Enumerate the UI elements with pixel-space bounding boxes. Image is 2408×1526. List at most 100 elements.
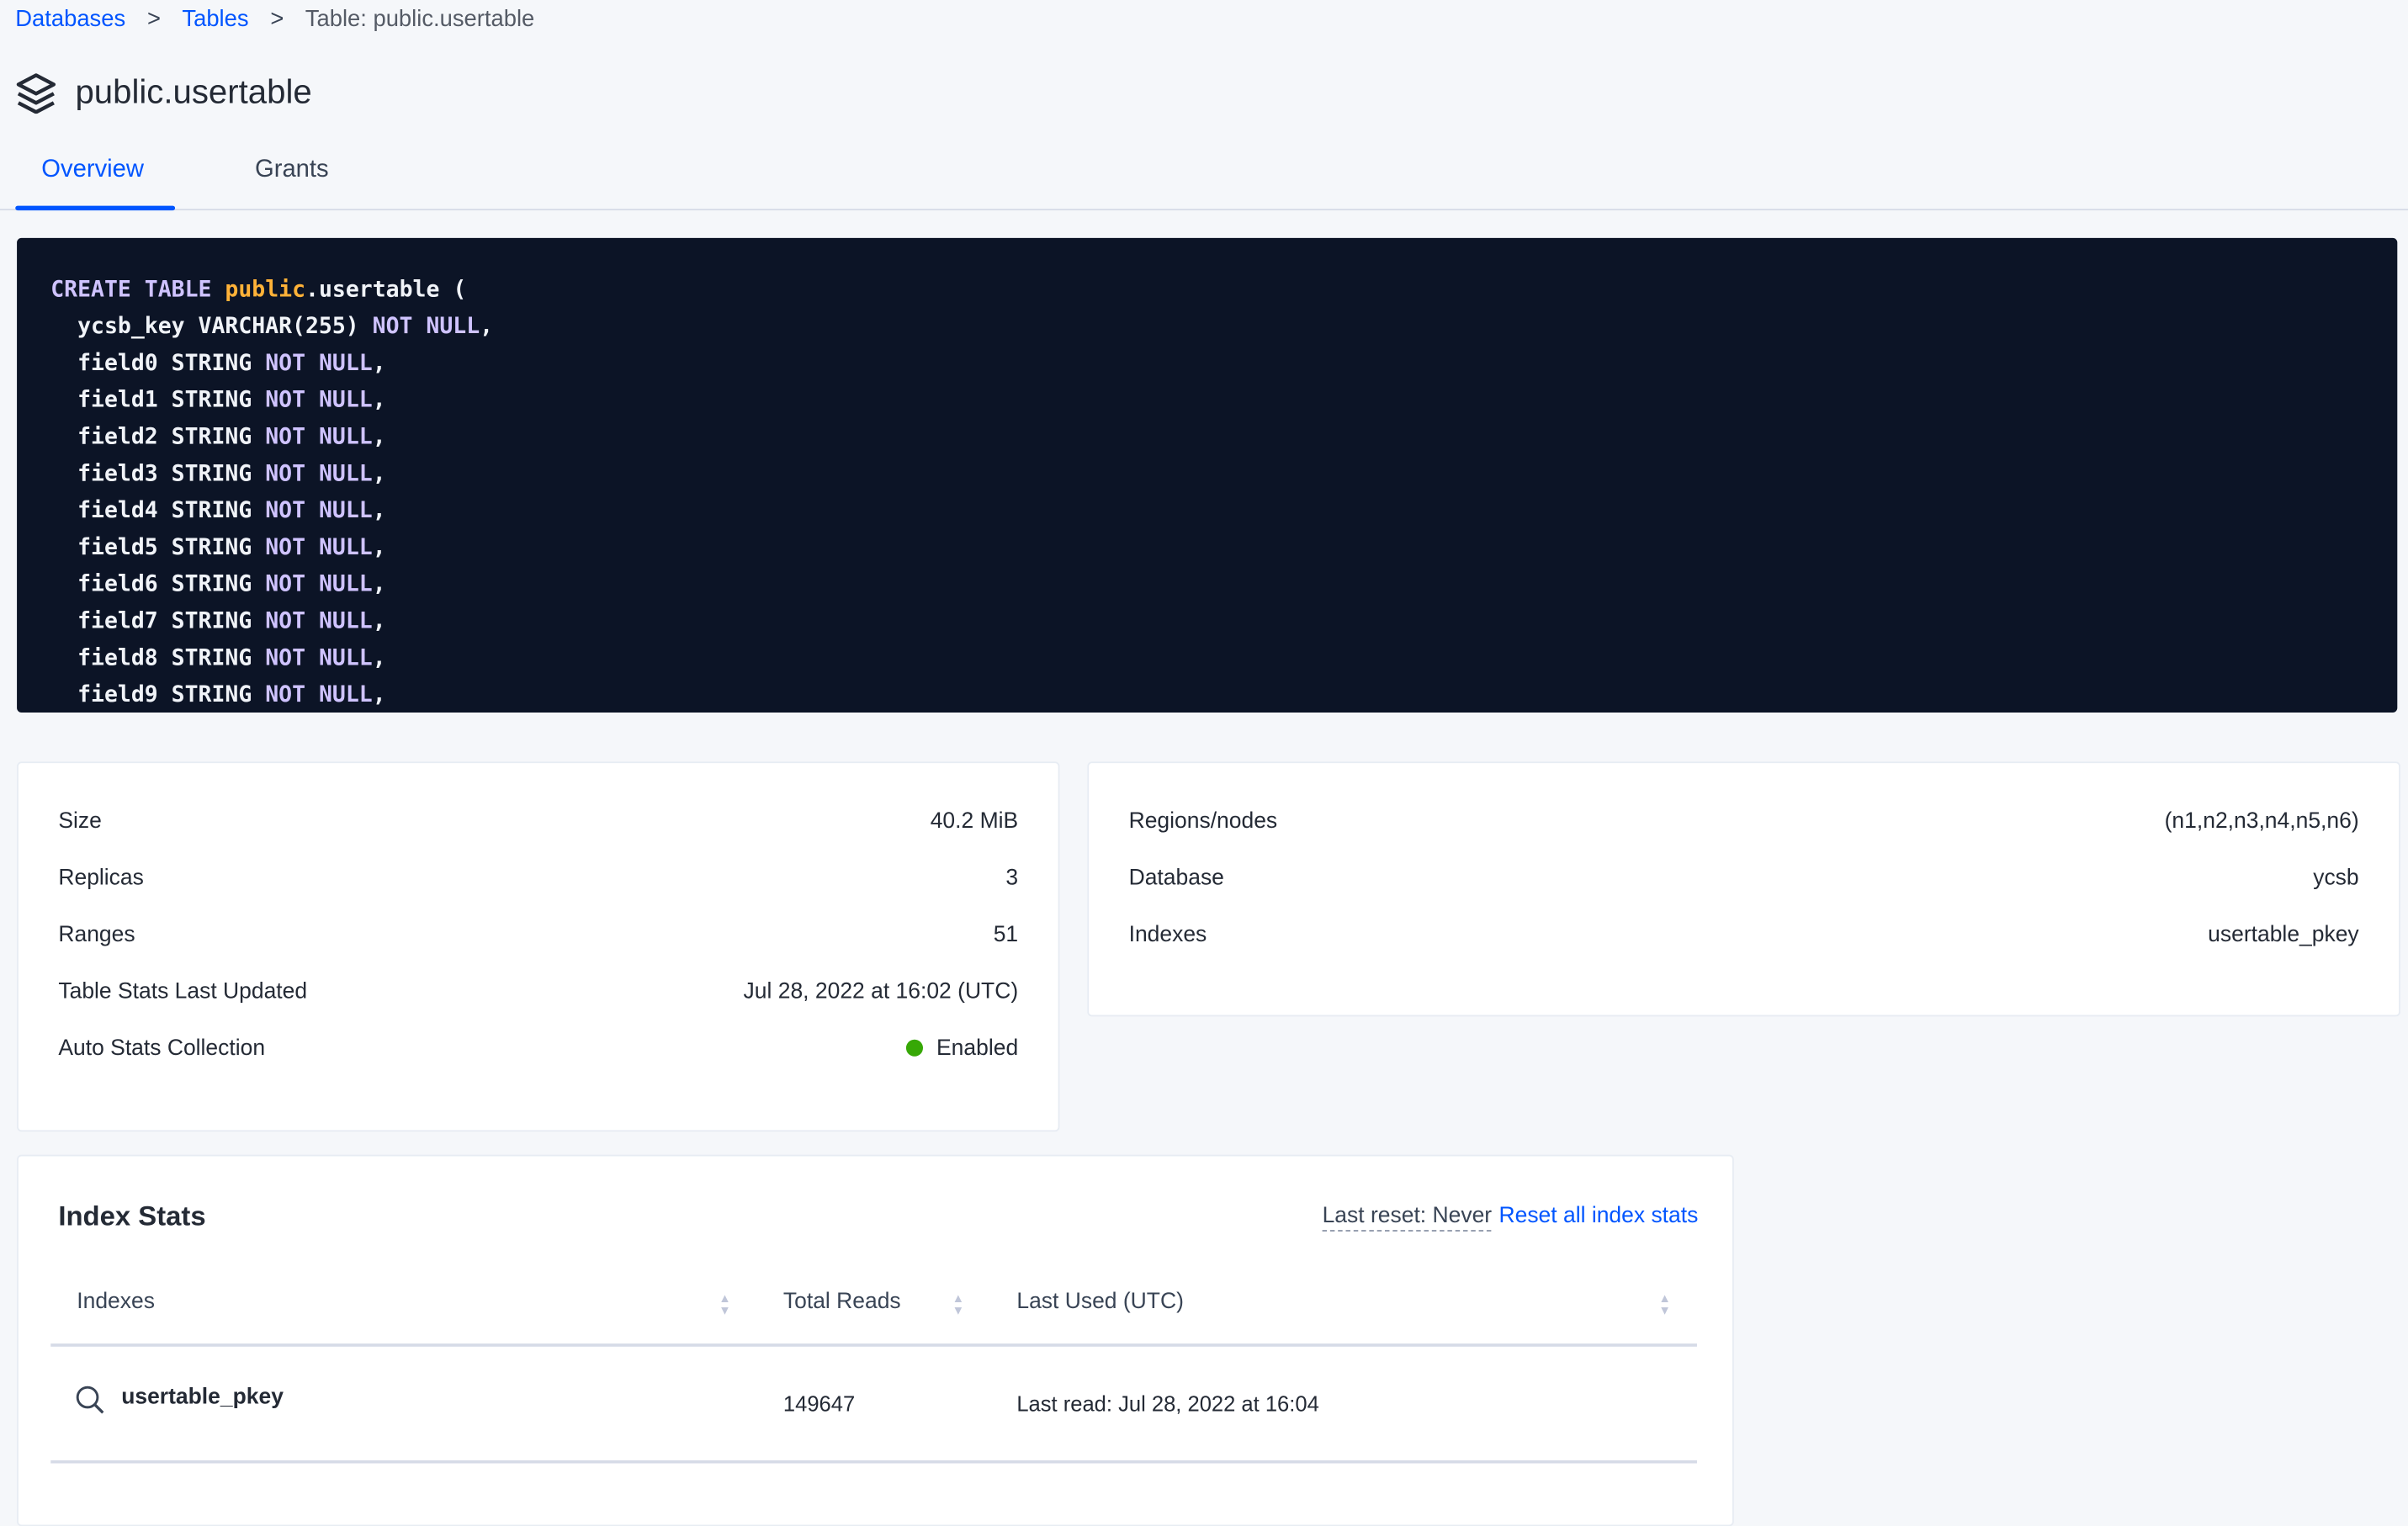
sql-text: , <box>372 572 386 598</box>
sql-keyword: NOT NULL <box>265 609 373 634</box>
row-value: ycsb <box>2313 866 2358 890</box>
sql-text: , <box>372 388 386 414</box>
row-value: 51 <box>994 923 1018 947</box>
row-value-text: ycsb <box>2313 866 2359 891</box>
index-stats-card: Index Stats Last reset: Never Reset all … <box>17 1154 1734 1526</box>
row-label: Indexes <box>1128 923 1207 948</box>
sql-text: , <box>372 351 386 377</box>
row-value: Jul 28, 2022 at 16:02 (UTC) <box>744 980 1019 1004</box>
sql-text: , <box>480 315 494 340</box>
summary-row: Replicas 3 <box>58 866 1018 897</box>
sql-text: field2 STRING <box>50 425 266 450</box>
sql-text: , <box>372 536 386 561</box>
sql-text: .usertable ( <box>305 278 467 303</box>
sql-keyword: NOT NULL <box>265 572 373 598</box>
sql-text: , <box>372 609 386 634</box>
sql-keyword: NOT NULL <box>372 315 480 340</box>
reset-index-stats-link[interactable]: Reset all index stats <box>1498 1204 1699 1229</box>
table-row: usertable_pkey 149647 Last read: Jul 28,… <box>50 1348 1697 1462</box>
table-details-card: Regions/nodes (n1,n2,n3,n4,n5,n6) Database… <box>1087 761 2400 1017</box>
summary-row: Size 40.2 MiB <box>58 809 1018 840</box>
sql-text: field9 STRING <box>50 683 266 708</box>
stack-layers-icon <box>16 73 56 114</box>
create-table-statement: CREATE TABLE public.usertable ( ycsb_key… <box>17 237 2398 713</box>
summary-row: Ranges 51 <box>58 923 1018 954</box>
summary-row: Auto Stats Collection Enabled <box>58 1036 1018 1068</box>
sql-schema: public <box>225 278 306 303</box>
chevron-right-icon: > <box>270 6 284 33</box>
status-dot-icon <box>905 1039 923 1057</box>
sql-text: , <box>372 425 386 450</box>
summary-row: Database ycsb <box>1129 866 2359 897</box>
sql-text: field1 STRING <box>50 388 266 414</box>
row-value-text: 51 <box>993 923 1019 948</box>
sql-keyword: NOT NULL <box>265 499 373 524</box>
index-stats-title: Index Stats <box>58 1200 206 1232</box>
row-value-text: (n1,n2,n3,n4,n5,n6) <box>2164 808 2359 835</box>
chevron-right-icon: > <box>147 6 162 33</box>
sql-keyword: NOT NULL <box>265 683 373 708</box>
row-label: Ranges <box>58 923 135 948</box>
sql-keyword: NOT NULL <box>265 351 373 377</box>
summary-row: Regions/nodes (n1,n2,n3,n4,n5,n6) <box>1129 809 2359 840</box>
row-value: Enabled <box>905 1036 1019 1062</box>
row-label: Replicas <box>58 866 144 891</box>
sql-text: , <box>372 499 386 524</box>
breadcrumb-current: Table: public.usertable <box>305 6 535 33</box>
sql-text: field4 STRING <box>50 499 266 524</box>
sort-icon[interactable]: ▲ ▼ <box>1658 1291 1671 1318</box>
sql-text: field0 STRING <box>50 351 266 377</box>
summary-row: Indexes usertable_pkey <box>1129 923 2359 954</box>
breadcrumb-tables[interactable]: Tables <box>182 6 249 33</box>
sql-text: field6 STRING <box>50 572 266 598</box>
row-value-text: Enabled <box>936 1036 1019 1062</box>
row-value: usertable_pkey <box>2208 923 2359 947</box>
sql-text: field5 STRING <box>50 536 266 561</box>
tabs-divider <box>0 209 2408 211</box>
breadcrumb-databases[interactable]: Databases <box>15 6 126 33</box>
column-header-total-reads[interactable]: Total Reads <box>782 1290 901 1315</box>
row-label: Database <box>1128 866 1224 891</box>
sql-keyword: NOT NULL <box>265 462 373 487</box>
row-label: Regions/nodes <box>1128 808 1278 835</box>
summary-row: Table Stats Last Updated Jul 28, 2022 at … <box>58 980 1018 1011</box>
row-value-text: 40.2 MiB <box>930 808 1019 835</box>
page-title: public.usertable <box>75 72 312 111</box>
search-icon <box>76 1386 104 1414</box>
active-tab-indicator <box>15 205 176 211</box>
row-value-text: 3 <box>1005 866 1019 891</box>
sql-text: field3 STRING <box>50 462 266 487</box>
row-value: (n1,n2,n3,n4,n5,n6) <box>2165 809 2359 834</box>
row-label: Auto Stats Collection <box>58 1036 266 1062</box>
last-used-value: Last read: Jul 28, 2022 at 16:04 <box>1016 1391 1319 1416</box>
sql-keyword: NOT NULL <box>265 536 373 561</box>
row-value-text: usertable_pkey <box>2208 923 2359 948</box>
sort-icon[interactable]: ▲ ▼ <box>719 1291 731 1318</box>
row-label: Table Stats Last Updated <box>58 979 308 1004</box>
sql-keyword: NOT NULL <box>265 425 373 450</box>
column-header-last-used[interactable]: Last Used (UTC) <box>1016 1290 1184 1315</box>
last-reset-label: Last reset: Never <box>1322 1204 1493 1232</box>
row-value-text: Jul 28, 2022 at 16:02 (UTC) <box>743 979 1019 1004</box>
index-name-link[interactable]: usertable_pkey <box>121 1385 284 1410</box>
row-value: 40.2 MiB <box>931 809 1018 834</box>
sql-keyword: NOT NULL <box>265 646 373 671</box>
sql-text: , <box>372 646 386 671</box>
tab-grants[interactable]: Grants <box>254 156 329 183</box>
row-value: 3 <box>1005 866 1018 890</box>
tab-overview[interactable]: Overview <box>41 156 145 183</box>
sql-text: , <box>372 462 386 487</box>
sort-icon[interactable]: ▲ ▼ <box>952 1291 965 1318</box>
breadcrumb: Databases > Tables > Table: public.usert… <box>15 6 534 32</box>
sql-text: , <box>372 683 386 708</box>
sql-text: field8 STRING <box>50 646 266 671</box>
row-label: Size <box>58 808 102 835</box>
sql-keyword: CREATE TABLE <box>50 278 225 303</box>
table-row-divider <box>50 1460 1697 1464</box>
column-header-indexes[interactable]: Indexes <box>77 1290 155 1315</box>
sql-keyword: NOT NULL <box>265 388 373 414</box>
table-summary-card: Size 40.2 MiB Replicas 3 Ranges 51 Table Stats… <box>17 761 1060 1132</box>
sql-text: field7 STRING <box>50 609 266 634</box>
sql-text: ycsb_key VARCHAR(255) <box>50 315 373 340</box>
total-reads-value: 149647 <box>782 1391 856 1416</box>
